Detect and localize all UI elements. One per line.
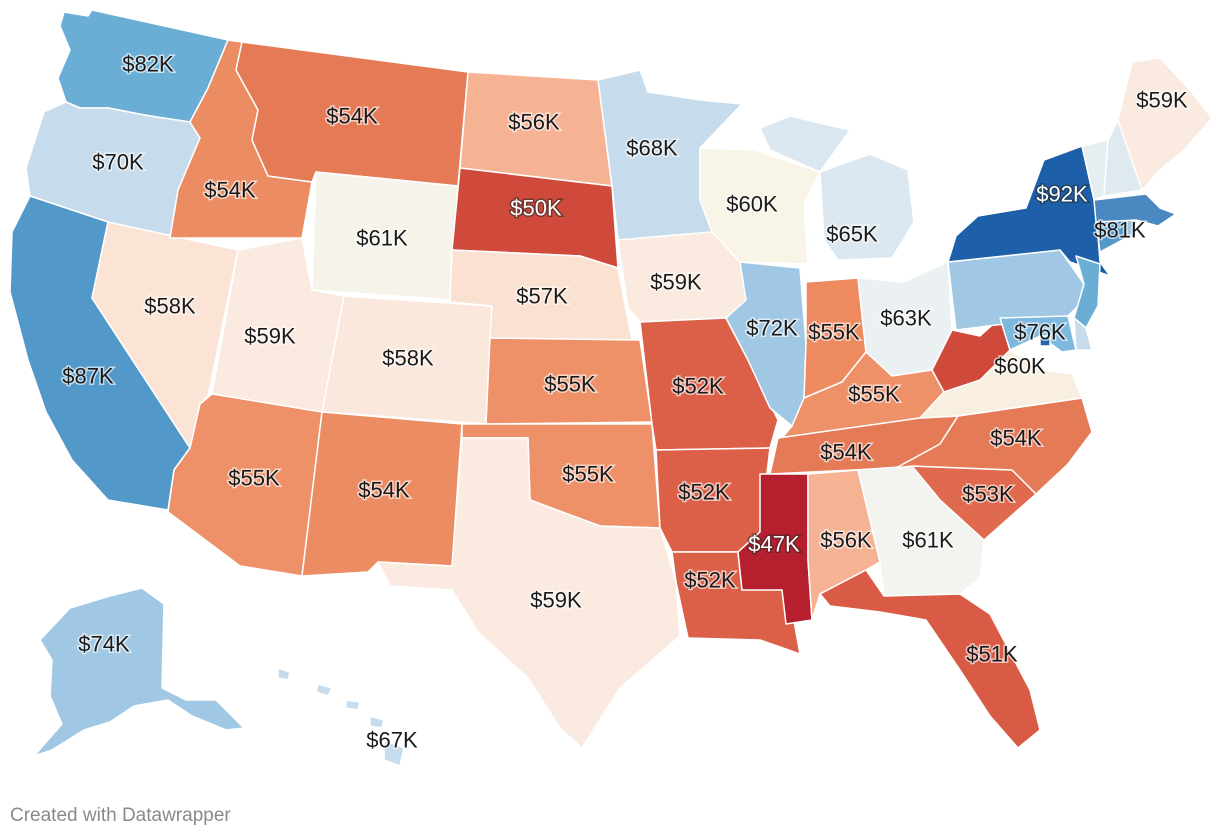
state-label-tn: $54K	[820, 440, 872, 465]
state-label-ks: $55K	[544, 372, 596, 397]
state-dc[interactable]	[1039, 335, 1051, 347]
state-label-nd: $56K	[508, 110, 560, 135]
state-label-or: $70K	[92, 150, 144, 175]
state-label-oh: $63K	[880, 306, 932, 331]
state-label-ms: $47K	[748, 532, 800, 557]
state-label-ga: $61K	[902, 528, 954, 553]
state-label-il: $72K	[746, 316, 798, 341]
state-label-ny: $92K	[1036, 182, 1088, 207]
state-label-tx: $59K	[530, 588, 582, 613]
state-mi[interactable]	[759, 115, 915, 261]
us-choropleth-map: $82K $70K $87K $58K $54K $54K $61K $59K $58K $55K…	[9, 9, 1213, 767]
state-label-md: $76K	[1014, 320, 1066, 345]
state-label-az: $55K	[228, 466, 280, 491]
state-label-wy: $61K	[356, 226, 408, 251]
state-label-nm: $54K	[358, 478, 410, 503]
state-label-al: $56K	[820, 528, 872, 553]
state-tx[interactable]	[377, 437, 681, 749]
state-label-id: $54K	[204, 178, 256, 203]
state-label-nv: $58K	[144, 294, 196, 319]
state-de[interactable]	[1073, 317, 1093, 351]
state-ny[interactable]	[947, 145, 1111, 277]
states-layer	[9, 9, 1213, 767]
state-label-mt: $54K	[326, 104, 378, 129]
state-label-ok: $55K	[562, 462, 614, 487]
state-label-fl: $51K	[966, 642, 1018, 667]
state-label-va: $60K	[994, 354, 1046, 379]
state-label-in: $55K	[808, 320, 860, 345]
state-me[interactable]	[1117, 57, 1213, 191]
state-label-ut: $59K	[244, 324, 296, 349]
state-ma[interactable]	[1093, 193, 1177, 227]
state-label-mn: $68K	[626, 136, 678, 161]
state-fl[interactable]	[819, 569, 1041, 749]
state-label-wi: $60K	[726, 192, 778, 217]
state-label-mi: $65K	[826, 222, 878, 247]
state-label-co: $58K	[382, 346, 434, 371]
state-label-me: $59K	[1136, 88, 1188, 113]
state-label-wa: $82K	[122, 52, 174, 77]
state-label-ak: $74K	[78, 632, 130, 657]
state-label-ia: $59K	[650, 270, 702, 295]
state-md[interactable]	[999, 315, 1077, 353]
state-label-sd: $50K	[510, 196, 562, 221]
state-label-ca: $87K	[62, 364, 114, 389]
state-wi[interactable]	[699, 147, 821, 265]
state-label-nc: $54K	[990, 426, 1042, 451]
state-label-ar: $52K	[678, 480, 730, 505]
state-label-ma: $81K	[1094, 218, 1146, 243]
state-label-ky: $55K	[848, 382, 900, 407]
state-hi[interactable]	[277, 667, 405, 767]
state-label-hi: $67K	[366, 728, 418, 753]
state-label-la: $52K	[684, 568, 736, 593]
state-il[interactable]	[725, 261, 807, 427]
labels-layer: $82K $70K $87K $58K $54K $54K $61K $59K $58K $55K…	[61, 50, 1190, 754]
datawrapper-credit[interactable]: Created with Datawrapper	[10, 805, 231, 826]
state-label-sc: $53K	[962, 482, 1014, 507]
state-label-ne: $57K	[516, 284, 568, 309]
state-label-mo: $52K	[672, 374, 724, 399]
state-ak[interactable]	[33, 587, 245, 757]
